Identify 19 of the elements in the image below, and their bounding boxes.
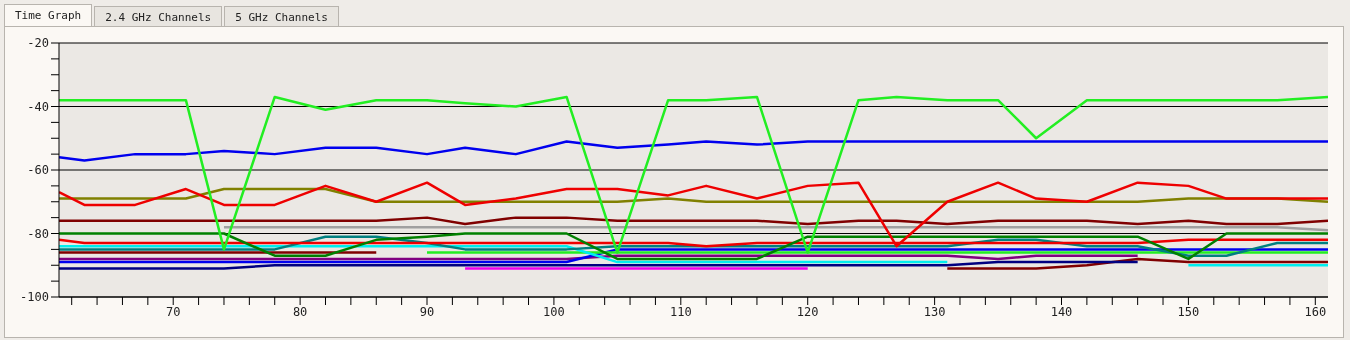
- x-tick-label: 80: [292, 304, 308, 319]
- text: 5 GHz Channels: [224, 6, 339, 30]
- y-tick-label: -20: [27, 36, 49, 51]
- x-tick-label: 150: [1177, 304, 1200, 319]
- x-tick-label: 110: [669, 304, 692, 319]
- y-tick-label: -60: [27, 163, 49, 178]
- x-tick-label: 140: [1050, 304, 1073, 319]
- y-tick-label: -40: [27, 99, 49, 114]
- x-tick-label: 160: [1304, 304, 1327, 319]
- text: Time Graph: [4, 4, 93, 29]
- x-tick-label: 130: [923, 304, 946, 319]
- text: 2.4 GHz Channels: [94, 6, 223, 30]
- line-series: [59, 140, 1328, 162]
- x-tick-label: 70: [165, 304, 181, 319]
- x-tick-label: 90: [419, 304, 435, 319]
- y-tick-label: -100: [20, 290, 49, 305]
- y-tick-label: -80: [27, 226, 49, 241]
- x-tick-label: 100: [543, 304, 565, 319]
- x-tick-label: 120: [796, 304, 819, 319]
